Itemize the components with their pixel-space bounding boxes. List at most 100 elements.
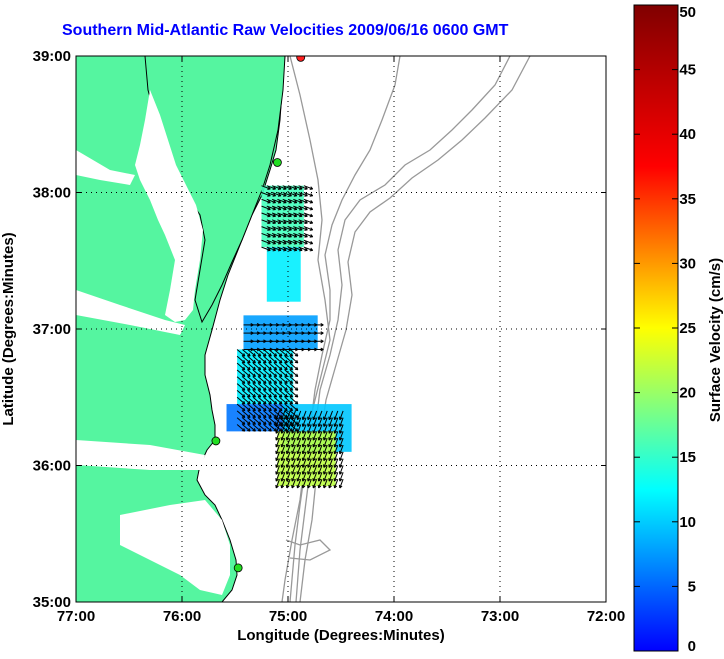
- current-vector: [312, 431, 318, 441]
- current-vector: [289, 369, 299, 378]
- current-vector: [277, 219, 287, 225]
- current-vector: [273, 403, 283, 412]
- current-vector: [242, 403, 251, 412]
- current-vector: [291, 444, 296, 455]
- current-vector: [242, 349, 251, 357]
- current-vector: [284, 355, 293, 364]
- current-vector: [266, 185, 276, 190]
- current-vector: [317, 451, 323, 462]
- current-vector: [317, 410, 323, 421]
- current-vector: [271, 205, 282, 211]
- current-vector: [271, 239, 282, 245]
- current-vector: [271, 192, 282, 197]
- current-vector: [257, 396, 267, 405]
- current-vector: [279, 349, 288, 357]
- current-vector: [273, 383, 283, 391]
- current-vector: [279, 403, 288, 412]
- current-vector: [301, 451, 307, 462]
- current-vector: [307, 417, 312, 427]
- current-vector: [284, 396, 293, 405]
- current-vector: [247, 417, 256, 425]
- current-vector: [333, 451, 339, 462]
- current-vector: [333, 444, 339, 455]
- current-vector: [307, 472, 312, 482]
- current-vector: [296, 472, 302, 482]
- current-vector: [328, 410, 333, 421]
- current-vector: [268, 396, 278, 405]
- current-vector: [289, 403, 299, 412]
- current-vector: [268, 376, 278, 384]
- current-vector: [236, 349, 246, 357]
- current-vector: [242, 424, 251, 432]
- current-vector: [268, 390, 278, 398]
- current-vector: [282, 198, 292, 204]
- axis-ticks: 77:00 76:00 75:00 74:00 73:00 72:00 35:00 36:00…: [33, 48, 626, 625]
- x-tick-label: 72:00: [587, 608, 625, 625]
- current-vector: [252, 362, 262, 371]
- current-vector: [312, 444, 318, 455]
- current-vector: [236, 355, 246, 364]
- current-vector: [289, 355, 299, 364]
- current-vector: [242, 396, 251, 405]
- current-vector: [328, 472, 333, 482]
- current-vector: [287, 232, 298, 238]
- current-vector: [247, 390, 256, 398]
- current-vector: [338, 424, 344, 434]
- current-vector: [317, 438, 323, 448]
- current-vector: [312, 458, 318, 468]
- current-vector: [280, 478, 286, 489]
- current-vector: [312, 478, 318, 489]
- current-vector: [333, 472, 339, 482]
- current-vector: [266, 205, 276, 211]
- current-vector: [266, 246, 276, 252]
- x-axis-label: Longitude (Degrees:Minutes): [237, 627, 445, 644]
- current-vector: [293, 198, 303, 204]
- velocity-cell: [266, 247, 301, 302]
- velocity-cell: [243, 315, 318, 350]
- current-vector: [284, 403, 293, 412]
- current-vector: [307, 431, 312, 441]
- current-vector: [285, 417, 291, 427]
- current-vector: [273, 396, 283, 405]
- current-vector: [338, 417, 344, 427]
- current-vector: [257, 383, 267, 391]
- current-vector: [317, 465, 323, 475]
- current-vector: [338, 410, 344, 421]
- current-vector: [296, 478, 302, 489]
- current-vector: [285, 410, 291, 421]
- current-vector: [338, 478, 344, 489]
- y-tick-label: 38:00: [33, 185, 71, 202]
- current-vector: [247, 376, 256, 384]
- current-vector: [296, 465, 302, 475]
- current-vector: [277, 226, 287, 231]
- current-vector: [303, 185, 314, 190]
- current-vector: [293, 219, 303, 225]
- current-vector: [282, 205, 292, 211]
- current-vector: [338, 465, 344, 475]
- current-vector: [280, 438, 286, 448]
- radar-station-marker: [211, 436, 221, 446]
- current-vector: [277, 212, 287, 218]
- current-vector: [242, 410, 251, 418]
- current-vector: [296, 431, 302, 441]
- current-vector: [293, 205, 303, 211]
- current-vector: [284, 390, 293, 398]
- current-vector: [257, 376, 267, 384]
- current-vector: [291, 431, 296, 441]
- current-vector: [303, 219, 314, 225]
- current-vector: [271, 219, 282, 225]
- current-vector: [247, 349, 256, 357]
- current-vector: [242, 390, 251, 398]
- current-vector: [257, 369, 267, 378]
- current-vector: [296, 438, 302, 448]
- current-vector: [242, 355, 251, 364]
- current-vector: [277, 198, 287, 204]
- current-vector: [263, 369, 272, 378]
- current-vector: [291, 451, 296, 462]
- current-vector: [307, 451, 312, 462]
- current-vector: [279, 362, 288, 371]
- current-vector: [236, 390, 246, 398]
- current-vector: [333, 424, 339, 434]
- current-vector: [279, 390, 288, 398]
